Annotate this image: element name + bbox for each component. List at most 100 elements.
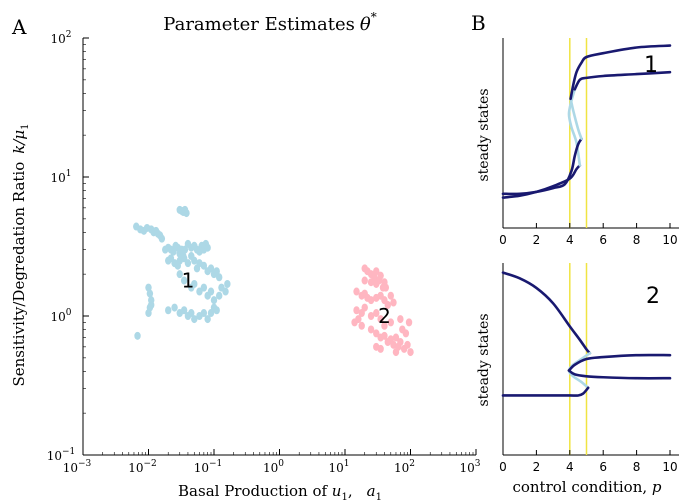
scatter-x-tick-label: 10−1 <box>194 459 223 475</box>
bif-x-tick-label: 0 <box>499 233 507 247</box>
cluster-2-point <box>397 315 404 324</box>
cluster-1-point <box>200 309 208 318</box>
bif2-curves <box>501 271 672 397</box>
cluster-2-point <box>367 325 375 334</box>
cluster-2-point <box>367 296 375 305</box>
panel-label-a: A <box>11 15 27 39</box>
stable-branch <box>567 369 672 380</box>
cluster-1-point <box>170 247 177 256</box>
cluster-2-point <box>367 278 375 287</box>
cluster-1-point <box>180 276 188 285</box>
cluster-1-point <box>181 245 189 254</box>
bif-x-tick-label: 6 <box>599 460 607 474</box>
bif2-x-label: control condition, p <box>512 478 661 496</box>
cluster-2-point <box>353 306 360 315</box>
stable-branch <box>573 70 672 91</box>
cluster-1-point <box>171 303 178 312</box>
cluster-1-point <box>188 309 195 318</box>
cluster-2-point <box>377 315 384 324</box>
cluster-1-point <box>176 270 183 279</box>
cluster-2-point <box>390 298 397 307</box>
cluster-2-point <box>355 315 362 324</box>
cluster-1-point <box>134 331 141 340</box>
cluster-2-point <box>397 338 404 347</box>
stable-branch <box>569 44 672 101</box>
scatter-points <box>133 205 414 357</box>
cluster-1-point <box>184 259 192 268</box>
cluster-1-point <box>183 209 190 218</box>
scatter-annotations: 12 <box>182 269 391 328</box>
stable-branch <box>567 353 672 372</box>
cluster-2-point <box>375 276 383 285</box>
cluster-1-point <box>180 306 188 315</box>
bif-x-tick-label: 10 <box>662 460 677 474</box>
cluster-2-point <box>353 287 360 296</box>
cluster-1-point <box>215 291 223 300</box>
cluster-2-point <box>361 276 368 285</box>
cluster-1-point <box>213 267 220 276</box>
cluster-1-point <box>224 279 231 288</box>
scatter-y-tick-label: 10−1 <box>47 447 76 463</box>
cluster-1-point <box>158 234 166 243</box>
bif2-panel-number: 2 <box>646 284 660 309</box>
scatter-x-label: Basal Production of u1, a1 <box>178 482 382 502</box>
cluster-2-point <box>382 283 390 292</box>
cluster-1-point <box>145 309 152 318</box>
bif-x-tick-label: 6 <box>599 233 607 247</box>
scatter-x-tick-label: 100 <box>263 459 284 475</box>
cluster-1-point <box>207 287 215 296</box>
cluster-2-point <box>377 344 384 353</box>
cluster-1-point <box>191 279 198 288</box>
cluster-1-point <box>213 306 220 315</box>
bif-x-tick-label: 8 <box>633 460 641 474</box>
cluster-1-point <box>207 264 215 273</box>
scatter-y-label: Sensitivity/Degredation Ratiok/μ1 <box>10 123 31 386</box>
scatter-y-tick-label: 100 <box>50 308 71 324</box>
cluster-label-2: 2 <box>378 304 391 328</box>
bif-x-tick-label: 8 <box>633 233 641 247</box>
cluster-1-point <box>148 300 155 309</box>
cluster-1-point <box>165 306 172 315</box>
bif-x-tick-label: 10 <box>662 233 677 247</box>
cluster-1-point <box>191 315 198 324</box>
stable-branch <box>501 137 583 196</box>
scatter-y-tick-label: 101 <box>50 169 71 185</box>
bifurcation-panel-1: 0 2 4 6 8 10 1 steady states <box>476 38 679 247</box>
bif-x-tick-label: 2 <box>533 460 541 474</box>
scatter-title: Parameter Estimates θ* <box>163 10 376 35</box>
cluster-1-point <box>210 296 218 305</box>
cluster-2-point <box>373 267 380 276</box>
cluster-2-point <box>402 329 410 338</box>
panel-label-b: B <box>471 11 486 35</box>
cluster-1-point <box>222 287 229 296</box>
cluster-2-point <box>373 309 380 318</box>
cluster-1-point <box>191 256 198 265</box>
cluster-2-point <box>405 318 413 327</box>
scatter-x-tick-label: 10−3 <box>63 459 92 475</box>
scatter-x-tick-label: 10−2 <box>128 459 157 475</box>
cluster-2-point <box>392 333 400 342</box>
bif1-y-label: steady states <box>476 88 492 181</box>
bif1-panel-number: 1 <box>644 53 658 78</box>
bif-x-tick-label: 4 <box>566 233 574 247</box>
stable-branch <box>501 386 590 397</box>
cluster-1-point <box>204 243 211 252</box>
cluster-2-point <box>404 340 411 349</box>
scatter-y-ticks: 10−1 100 101 102 <box>47 30 89 463</box>
bif2-x-ticks: 0 2 4 6 8 10 <box>499 450 678 474</box>
bif-x-tick-label: 0 <box>499 460 507 474</box>
scatter-x-ticks: 10−3 10−2 10−1 100 101 102 103 <box>63 449 481 475</box>
cluster-2-point <box>407 348 414 357</box>
cluster-2-point <box>373 329 380 338</box>
bif1-curves <box>501 44 672 199</box>
cluster-2-point <box>361 303 368 312</box>
cluster-label-1: 1 <box>182 269 195 293</box>
scatter-x-tick-label: 103 <box>459 459 480 475</box>
cluster-2-point <box>387 318 394 327</box>
bif1-vlines <box>569 38 588 228</box>
cluster-2-point <box>392 348 400 357</box>
unstable-branch <box>569 97 583 140</box>
cluster-2-point <box>367 312 375 320</box>
cluster-1-point <box>200 261 208 270</box>
cluster-1-point <box>146 289 154 298</box>
